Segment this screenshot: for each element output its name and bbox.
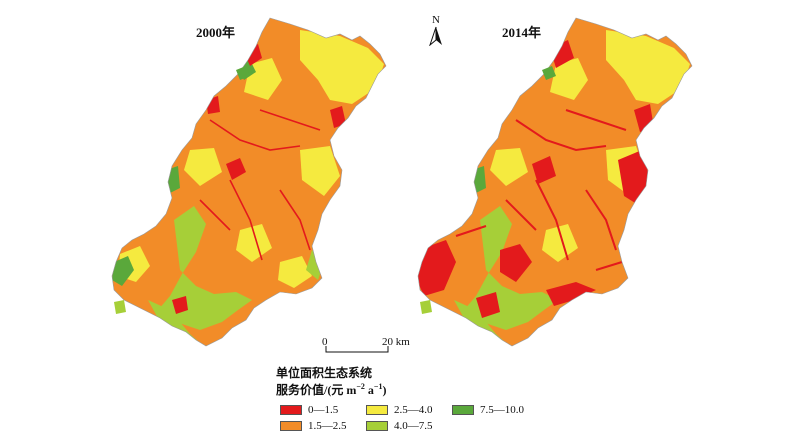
north-arrow: N: [428, 14, 444, 51]
legend-title-mid: a: [364, 383, 374, 397]
legend-label-4: 4.0—7.5: [394, 420, 433, 432]
legend-label-5: 7.5—10.0: [480, 404, 524, 416]
panel-title-2000: 2000年: [196, 25, 236, 40]
legend-label-3: 2.5—4.0: [394, 404, 433, 416]
legend-title-line1: 单位面积生态系统: [276, 366, 373, 380]
legend-label-2: 1.5—2.5: [308, 420, 347, 432]
legend-title-sup1: −2: [356, 382, 365, 391]
legend-swatch-5: [452, 405, 474, 415]
scale-end-label: 20 km: [382, 336, 410, 348]
map-2000: [111, 17, 387, 347]
legend-title-end: ): [382, 383, 387, 397]
legend-item-2: 1.5—2.5: [280, 420, 347, 432]
legend-title-sup2: −1: [373, 382, 383, 391]
legend-item-1: 0—1.5: [280, 404, 338, 416]
legend-swatch-2: [280, 421, 302, 431]
map-2014: [417, 17, 693, 347]
legend-title: 单位面积生态系统 服务价值/(元 m−2 a−1): [276, 366, 386, 397]
legend: 单位面积生态系统 服务价值/(元 m−2 a−1) 0—1.5 1.5—2.5 …: [270, 366, 590, 438]
north-label: N: [432, 14, 440, 26]
legend-swatch-1: [280, 405, 302, 415]
north-arrow-icon: [428, 26, 442, 47]
legend-swatch-4: [366, 421, 388, 431]
legend-item-3: 2.5—4.0: [366, 404, 433, 416]
legend-item-4: 4.0—7.5: [366, 420, 433, 432]
scale-start-label: 0: [322, 336, 328, 348]
scale-bar-line: [325, 346, 389, 353]
legend-item-5: 7.5—10.0: [452, 404, 524, 416]
panel-title-2014: 2014年: [502, 25, 542, 40]
legend-label-1: 0—1.5: [308, 404, 339, 416]
legend-title-line2: 服务价值/(元 m: [276, 383, 357, 397]
scale-bar: 0 20 km: [318, 336, 428, 366]
legend-swatch-3: [366, 405, 388, 415]
